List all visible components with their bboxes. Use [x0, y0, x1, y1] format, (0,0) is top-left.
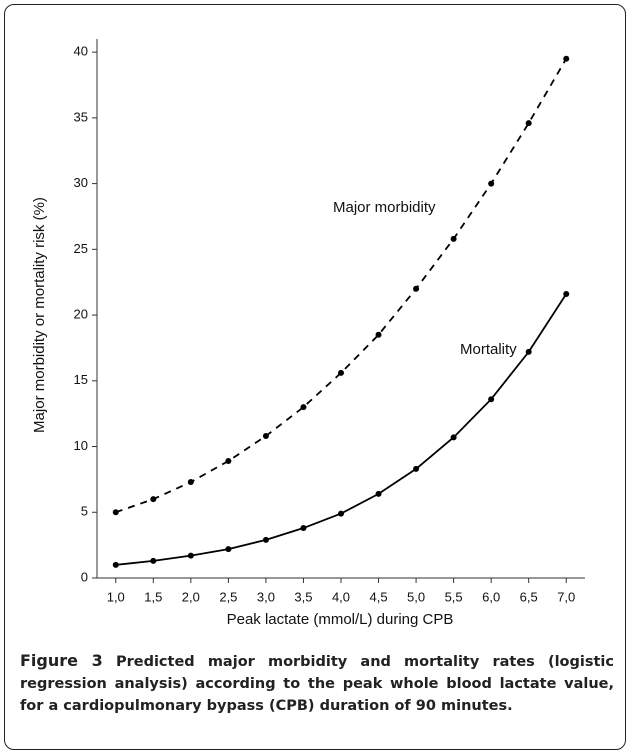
data-point: [187, 552, 194, 559]
data-point: [413, 465, 420, 472]
data-point: [525, 120, 532, 127]
caption-text: Predicted major morbidity and mortality …: [20, 654, 614, 714]
data-point: [450, 235, 457, 242]
chart: Peak lactate (mmol/L) during CPB Major m…: [31, 39, 585, 628]
data-point: [225, 457, 232, 464]
data-point: [300, 404, 307, 411]
series-line: [115, 293, 567, 566]
x-tick-label: 7,0: [557, 589, 575, 604]
data-point: [112, 509, 119, 516]
data-point: [225, 546, 232, 553]
data-point: [375, 490, 382, 497]
x-tick-label: 5,5: [445, 589, 463, 604]
x-tick-label: 3,0: [257, 589, 275, 604]
x-axis-label: Peak lactate (mmol/L) during CPB: [227, 611, 454, 628]
series-label: Mortality: [460, 341, 517, 358]
y-tick-label: 35: [74, 109, 88, 124]
x-tick-label: 2,0: [182, 589, 200, 604]
data-point: [488, 396, 495, 403]
y-tick-label: 40: [74, 44, 88, 59]
y-tick-label: 15: [74, 372, 88, 387]
data-point: [413, 285, 420, 292]
y-tick-label: 25: [74, 241, 88, 256]
y-tick-label: 5: [81, 504, 88, 519]
frame: [4, 4, 626, 750]
data-point: [112, 561, 119, 568]
data-point: [450, 434, 457, 441]
data-point: [262, 536, 269, 543]
data-point: [525, 348, 532, 355]
x-tick-label: 2,5: [219, 589, 237, 604]
y-axis-label: Major morbidity or mortality risk (%): [31, 197, 48, 433]
x-tick-label: 1,0: [107, 589, 125, 604]
data-point: [488, 180, 495, 187]
data-point: [262, 433, 269, 440]
x-tick-label: 5,0: [407, 589, 425, 604]
data-point: [187, 479, 194, 486]
y-tick-label: 0: [81, 569, 88, 584]
x-tick-label: 6,0: [482, 589, 500, 604]
caption-label: Figure 3: [20, 651, 103, 670]
x-tick-label: 3,5: [294, 589, 312, 604]
y-tick-label: 10: [74, 438, 88, 453]
data-point: [150, 496, 157, 503]
x-tick-label: 1,5: [144, 589, 162, 604]
data-point: [375, 331, 382, 338]
x-tick-label: 6,5: [520, 589, 538, 604]
y-tick-label: 30: [74, 175, 88, 190]
data-point: [338, 369, 344, 376]
x-tick-label: 4,0: [332, 589, 350, 604]
data-point: [563, 291, 570, 298]
x-tick-label: 4,5: [369, 589, 387, 604]
data-point: [150, 557, 157, 564]
data-point: [300, 525, 307, 532]
series-label: Major morbidity: [333, 199, 436, 216]
data-point: [563, 55, 570, 62]
caption: Figure 3 Predicted major morbidity and m…: [20, 650, 614, 717]
y-tick-label: 20: [74, 307, 88, 322]
data-point: [338, 510, 344, 517]
series-line: [115, 58, 568, 514]
